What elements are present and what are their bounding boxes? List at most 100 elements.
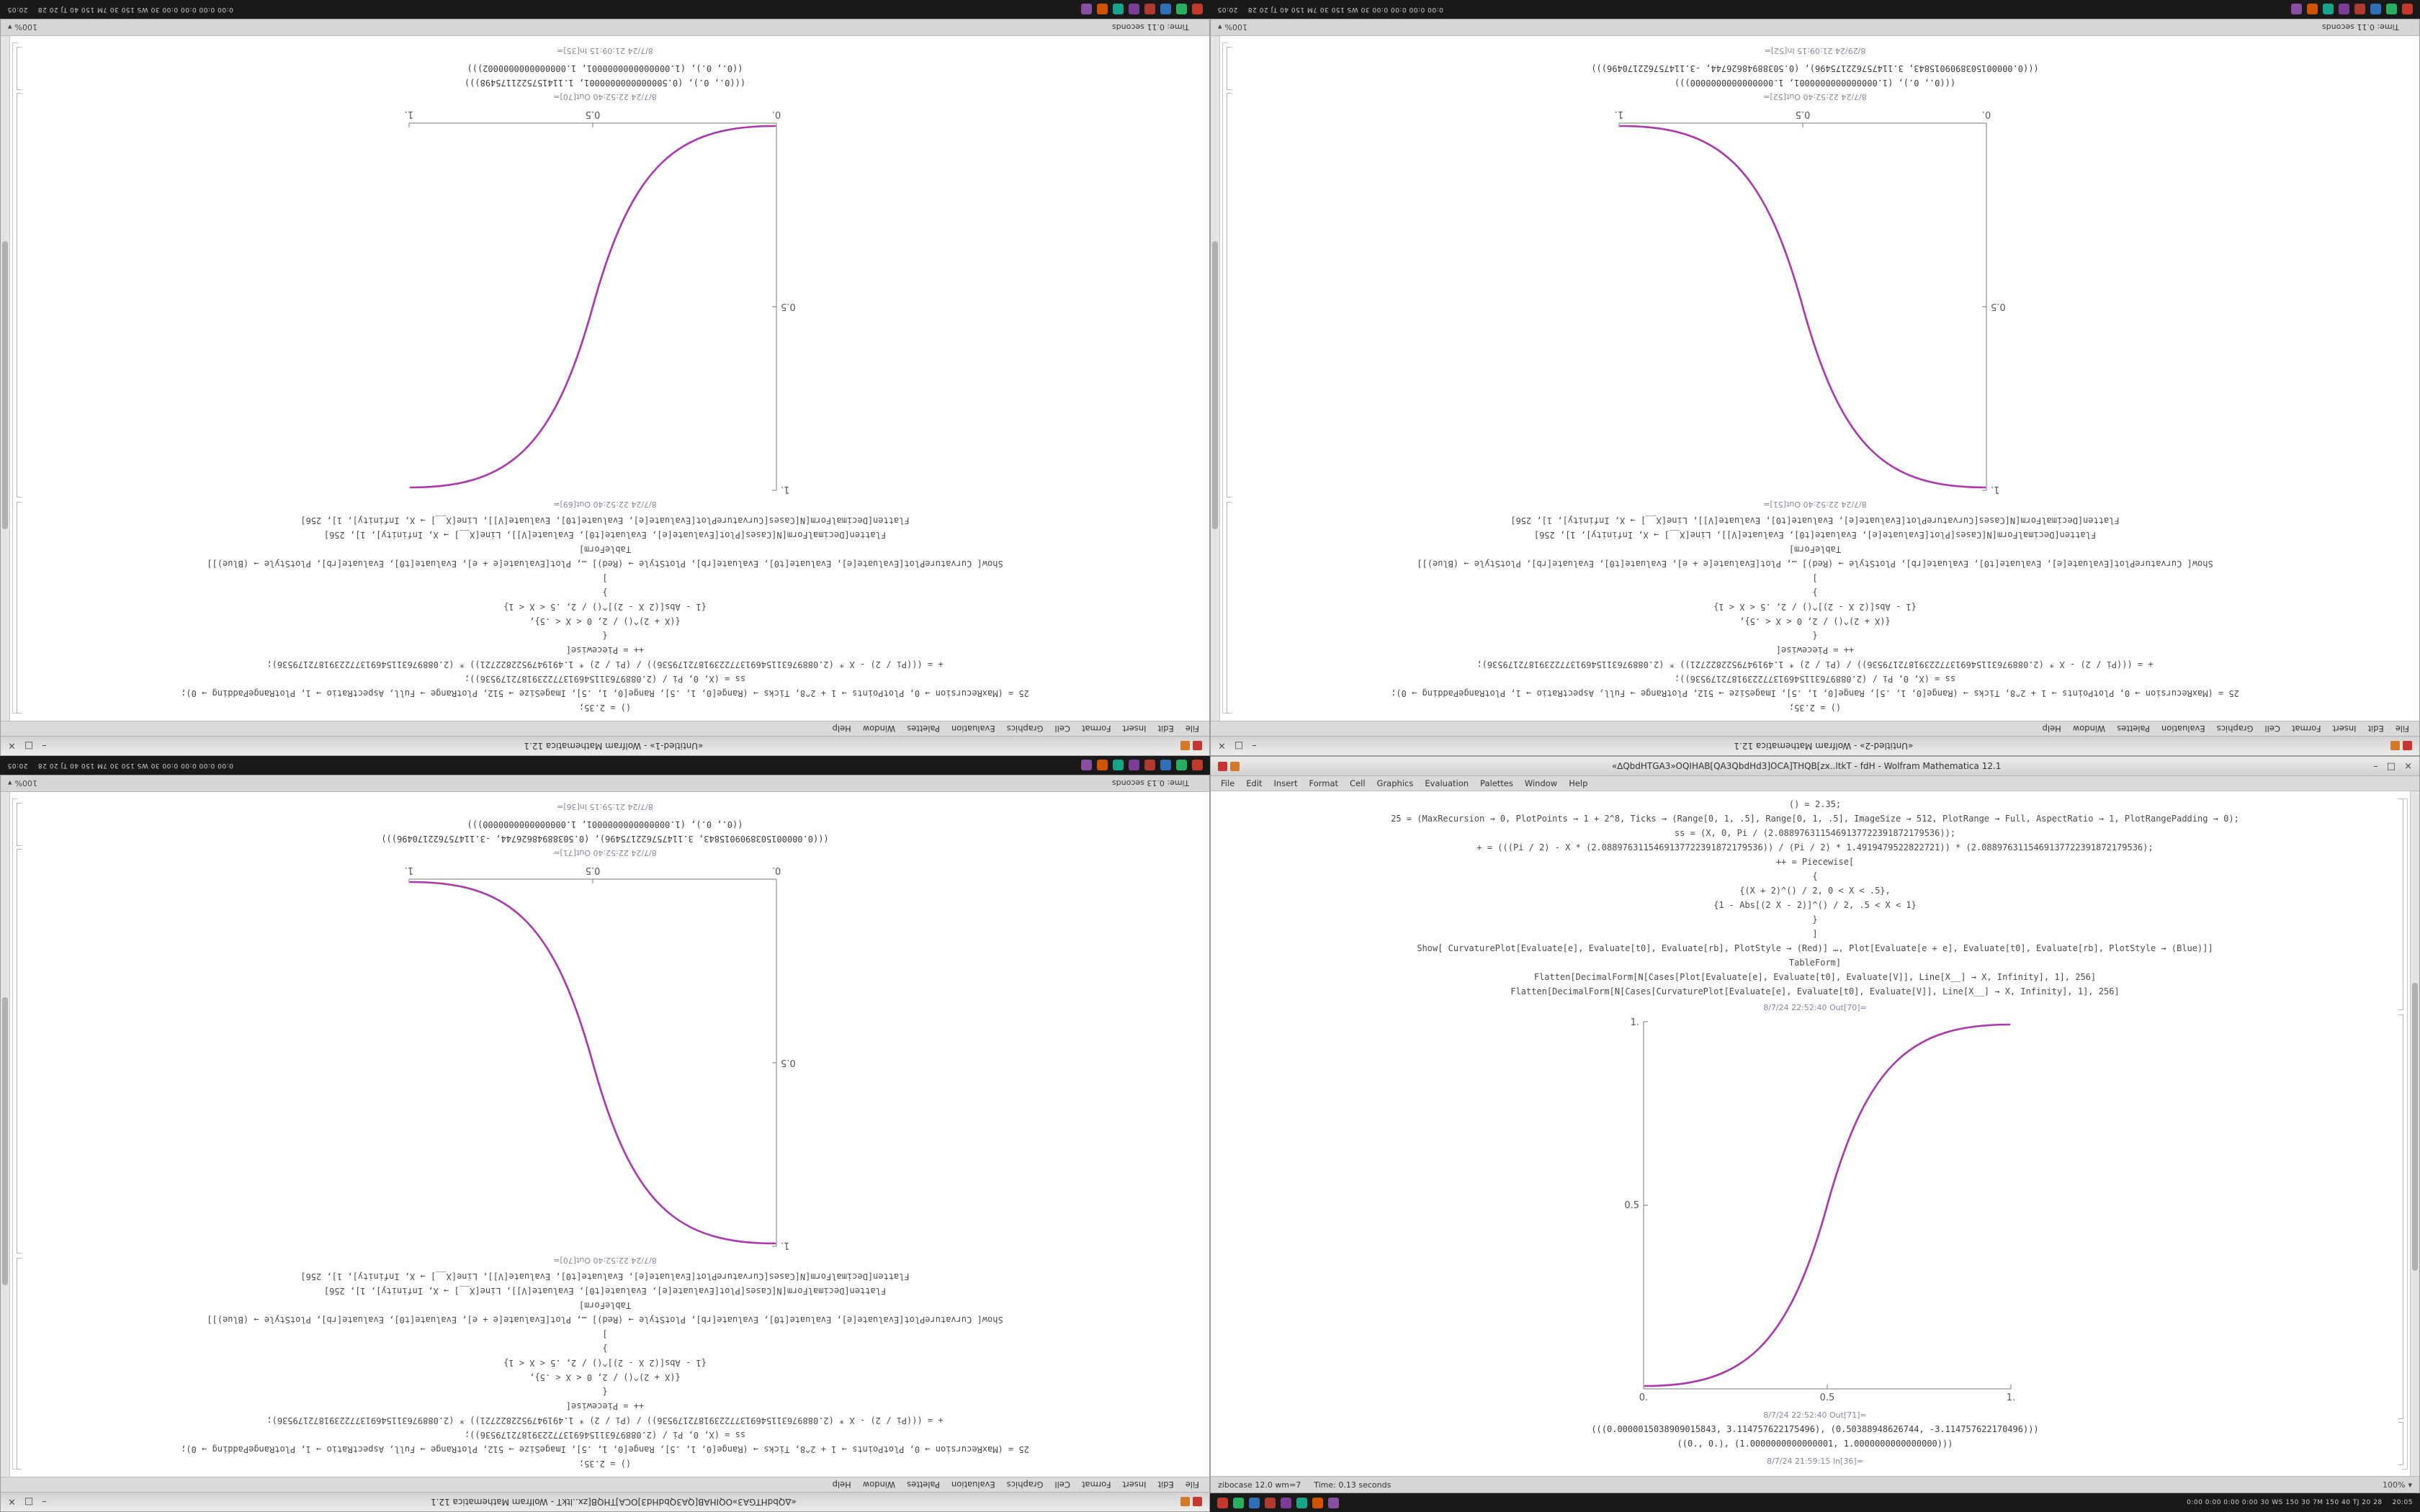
taskbar-app-icon[interactable]	[2354, 4, 2365, 15]
taskbar-app-icon[interactable]	[1233, 1497, 1244, 1508]
taskbar-app-icon[interactable]	[1160, 760, 1171, 771]
code-line[interactable]: ss = (X, 0, Pi / (2.08897631154691377223…	[464, 1430, 746, 1440]
menu-cell[interactable]: Cell	[1054, 1480, 1070, 1490]
code-line[interactable]: ++ = Piecewise[	[1775, 857, 1855, 867]
code-line[interactable]: () = 2.35;	[578, 1459, 632, 1469]
code-line[interactable]: {(X + 2)^() / 2, 0 < X < .5},	[529, 616, 681, 626]
taskbar-app-icon[interactable]	[2323, 4, 2334, 15]
code-cell-block[interactable]: () = 2.35; 25 = (MaxRecursion → 0, PlotP…	[181, 513, 1029, 715]
cell-bracket[interactable]	[2402, 798, 2408, 1470]
code-line[interactable]: {	[602, 1387, 608, 1397]
taskbar-app-icon[interactable]	[1097, 760, 1108, 771]
minimize-button[interactable]: –	[42, 740, 47, 752]
menu-evaluation[interactable]: Evaluation	[951, 724, 995, 734]
code-line[interactable]: ]	[1812, 573, 1818, 583]
code-line[interactable]: Flatten[DecimalForm[N[Cases[CurvaturePlo…	[1510, 516, 2120, 526]
taskbar[interactable]: 0:00 0:00 0:00 0:00 30 WS 150 30 7M 150 …	[0, 0, 1210, 19]
menu-graphics[interactable]: Graphics	[2216, 724, 2254, 734]
taskbar[interactable]: 0:00 0:00 0:00 0:00 30 WS 150 30 7M 150 …	[1210, 0, 2420, 19]
taskbar-app-icon[interactable]	[1176, 4, 1187, 15]
taskbar-app-icon[interactable]	[1192, 760, 1203, 771]
menu-help[interactable]: Help	[832, 1480, 851, 1490]
taskbar-app-icon[interactable]	[1249, 1497, 1260, 1508]
code-line[interactable]: Show[ CurvaturePlot[Evaluate[e], Evaluat…	[207, 559, 1003, 569]
cell-bracket[interactable]	[17, 93, 22, 498]
menu-edit[interactable]: Edit	[1246, 778, 1263, 788]
taskbar-app-icon[interactable]	[2402, 4, 2413, 15]
code-line[interactable]: Flatten[DecimalForm[N[Cases[CurvaturePlo…	[300, 516, 910, 526]
code-cell-block[interactable]: () = 2.35; 25 = (MaxRecursion → 0, PlotP…	[1391, 513, 2239, 715]
maximize-button[interactable]: □	[2386, 760, 2396, 772]
maximize-button[interactable]: □	[24, 1496, 34, 1508]
taskbar-app-icon[interactable]	[1281, 1497, 1291, 1508]
close-button[interactable]: ×	[8, 740, 16, 752]
code-line[interactable]: ss = (X, 0, Pi / (2.08897631154691377223…	[1674, 674, 1956, 684]
menu-insert[interactable]: Insert	[1122, 724, 1147, 734]
scrollbar-thumb[interactable]	[2, 997, 8, 1285]
code-line[interactable]: {1 - Abs[(2 X - 2)]^() / 2, .5 < X < 1}	[1713, 900, 1917, 910]
taskbar-app-icon[interactable]	[1176, 760, 1187, 771]
code-line[interactable]: ++ = Piecewise[	[565, 645, 645, 655]
menu-cell[interactable]: Cell	[1054, 724, 1070, 734]
vertical-scrollbar[interactable]	[1, 792, 10, 1477]
menu-edit[interactable]: Edit	[1157, 1480, 1174, 1490]
menu-window[interactable]: Window	[1524, 778, 1558, 788]
cell-bracket[interactable]	[17, 849, 22, 1254]
code-line[interactable]: Flatten[DecimalForm[N[Cases[CurvaturePlo…	[1510, 986, 2120, 996]
magnification-dropdown[interactable]: 100%	[14, 778, 37, 788]
cell-bracket[interactable]	[1227, 502, 1232, 714]
taskbar-app-icon[interactable]	[1144, 4, 1155, 15]
vertical-scrollbar[interactable]	[1211, 36, 1220, 721]
code-line[interactable]: {(X + 2)^() / 2, 0 < X < .5},	[529, 1372, 681, 1382]
menu-file[interactable]: File	[2395, 724, 2409, 734]
code-cell-block[interactable]: () = 2.35; 25 = (MaxRecursion → 0, PlotP…	[181, 1269, 1029, 1471]
menu-palettes[interactable]: Palettes	[2117, 724, 2150, 734]
menu-format[interactable]: Format	[1309, 778, 1339, 788]
code-line[interactable]: Show[ CurvaturePlot[Evaluate[e], Evaluat…	[207, 1315, 1003, 1325]
menu-graphics[interactable]: Graphics	[1006, 1480, 1044, 1490]
code-line[interactable]: Show[ CurvaturePlot[Evaluate[e], Evaluat…	[1417, 943, 2213, 953]
code-line[interactable]: Flatten[DecimalForm[N[Cases[Plot[Evaluat…	[1533, 530, 2097, 540]
code-line[interactable]: 25 = (MaxRecursion → 0, PlotPoints → 1 +…	[181, 688, 1029, 698]
taskbar[interactable]: 0:00 0:00 0:00 0:00 30 WS 150 30 7M 150 …	[0, 756, 1210, 775]
taskbar-app-icon[interactable]	[1129, 760, 1139, 771]
code-line[interactable]: {1 - Abs[(2 X - 2)]^() / 2, .5 < X < 1}	[503, 602, 707, 612]
cell-bracket[interactable]	[1227, 47, 1232, 90]
menu-edit[interactable]: Edit	[1157, 724, 1174, 734]
code-line[interactable]: ]	[1812, 929, 1818, 939]
code-line[interactable]: {1 - Abs[(2 X - 2)]^() / 2, .5 < X < 1}	[1713, 602, 1917, 612]
menu-edit[interactable]: Edit	[2367, 724, 2384, 734]
code-line[interactable]: + = (((Pi / 2) - X * (2.0889763115469137…	[266, 660, 944, 670]
taskbar-app-icon[interactable]	[1312, 1497, 1323, 1508]
code-line[interactable]: ++ = Piecewise[	[1775, 645, 1855, 655]
code-line[interactable]: 25 = (MaxRecursion → 0, PlotPoints → 1 +…	[1391, 688, 2239, 698]
taskbar-app-icon[interactable]	[1160, 4, 1171, 15]
code-line[interactable]: 25 = (MaxRecursion → 0, PlotPoints → 1 +…	[181, 1444, 1029, 1454]
taskbar-app-icon[interactable]	[1265, 1497, 1276, 1508]
maximize-button[interactable]: □	[24, 740, 34, 752]
menu-file[interactable]: File	[1221, 778, 1235, 788]
menu-palettes[interactable]: Palettes	[1480, 778, 1513, 788]
taskbar-app-icon[interactable]	[1217, 1497, 1228, 1508]
menu-help[interactable]: Help	[2042, 724, 2061, 734]
code-line[interactable]: + = (((Pi / 2) - X * (2.0889763115469137…	[1476, 842, 2154, 852]
scrollbar-thumb[interactable]	[1212, 241, 1218, 529]
menu-window[interactable]: Window	[2072, 724, 2106, 734]
taskbar-app-icon[interactable]	[2386, 4, 2397, 15]
code-line[interactable]: ss = (X, 0, Pi / (2.08897631154691377223…	[464, 674, 746, 684]
close-button[interactable]: ×	[8, 1496, 16, 1508]
code-line[interactable]: TableForm]	[578, 544, 632, 554]
window-titlebar[interactable]: «∆QbdHTGA3»OQIHAB[QA3QbdHd3]OCA]THQB[zx.…	[1, 1492, 1209, 1511]
menu-file[interactable]: File	[1185, 1480, 1199, 1490]
code-line[interactable]: {	[1812, 631, 1818, 641]
cell-bracket[interactable]	[2398, 1014, 2403, 1419]
vertical-scrollbar[interactable]	[2410, 791, 2419, 1476]
code-line[interactable]: }	[1812, 914, 1818, 924]
taskbar-app-icon[interactable]	[2370, 4, 2381, 15]
taskbar-app-icon[interactable]	[1192, 4, 1203, 15]
cell-bracket[interactable]	[17, 1258, 22, 1470]
code-cell-block[interactable]: () = 2.35; 25 = (MaxRecursion → 0, PlotP…	[1391, 797, 2239, 999]
code-line[interactable]: Flatten[DecimalForm[N[Cases[Plot[Evaluat…	[1533, 972, 2097, 982]
minimize-button[interactable]: –	[2373, 760, 2378, 772]
window-titlebar[interactable]: «Untitled-2» - Wolfram Mathematica 12.1 …	[1211, 736, 2419, 755]
